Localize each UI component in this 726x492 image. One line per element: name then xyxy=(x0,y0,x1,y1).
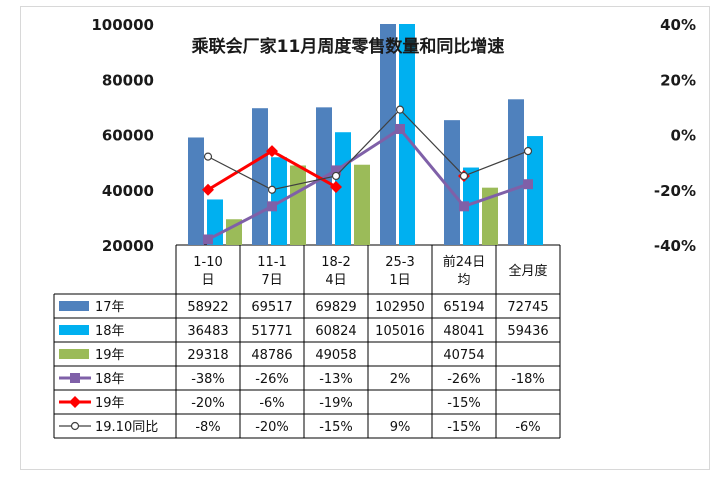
table-cell-value: 69829 xyxy=(315,300,356,315)
point-circle xyxy=(395,105,405,114)
category-label: 前24日均 xyxy=(443,254,486,288)
legend-swatch-bar xyxy=(59,349,89,359)
bar-3 xyxy=(482,187,498,245)
point-diamond xyxy=(330,180,342,193)
data-table-grid xyxy=(53,244,561,439)
point-square xyxy=(459,201,469,212)
legend-label: 19年 xyxy=(95,348,125,363)
legend-label: 18年 xyxy=(95,324,125,339)
table-cell-value: 9% xyxy=(390,420,411,435)
bar-3 xyxy=(290,165,306,245)
bar-1 xyxy=(444,120,460,245)
axis-labels-group: 100000 80000 60000 40000 20000 40% 20% 0% -20% -4… xyxy=(91,16,696,255)
point-square xyxy=(203,234,213,245)
chart-title: 乘联会厂家11月周度零售数量和同比增速 xyxy=(191,36,505,57)
legend-label: 17年 xyxy=(95,300,125,315)
y-left-tick-label: 20000 xyxy=(102,237,154,255)
category-label: 25-3 1日 xyxy=(385,255,415,288)
bar-2 xyxy=(335,132,351,245)
y-right-tick-label: 0% xyxy=(671,127,696,145)
bar-1 xyxy=(380,24,396,245)
bar-1 xyxy=(188,137,204,245)
table-cell-value: -15% xyxy=(447,396,481,411)
point-square xyxy=(523,179,533,190)
table-cell-value: 36483 xyxy=(187,324,228,339)
table-cell-value: 69517 xyxy=(251,300,292,315)
table-cell-value: 105016 xyxy=(375,324,425,339)
point-diamond xyxy=(202,183,214,196)
bar-1 xyxy=(508,99,524,246)
table-cell-value: 48041 xyxy=(443,324,484,339)
point-square xyxy=(331,165,341,176)
table-cell-value: -18% xyxy=(511,372,545,387)
bar-3 xyxy=(226,219,242,245)
legend-swatch-bar xyxy=(59,325,89,335)
point-circle xyxy=(331,171,341,181)
table-cell-value: 72745 xyxy=(507,300,548,315)
table-cell-value: 49058 xyxy=(315,348,356,363)
chart-frame: 100000 80000 60000 40000 20000 40% 20% 0% -20% -4… xyxy=(20,6,710,470)
table-cell-value: -6% xyxy=(515,420,540,435)
point-circle xyxy=(203,152,213,161)
legend-label: 19.10同比 xyxy=(95,420,158,435)
line-series-group xyxy=(202,105,533,245)
point-circle xyxy=(267,185,277,194)
legend-marker-circle xyxy=(70,421,80,431)
table-cell-value: -8% xyxy=(195,420,220,435)
y-left-tick-label: 80000 xyxy=(102,71,154,89)
y-right-tick-label: -20% xyxy=(654,182,696,200)
table-cell-value: -38% xyxy=(191,372,225,387)
bar-2 xyxy=(463,167,479,245)
y-right-tick-label: -40% xyxy=(654,237,696,255)
series-line-1 xyxy=(207,126,529,241)
table-cell-value: 58922 xyxy=(187,300,228,315)
bar-3 xyxy=(354,164,370,245)
bar-1 xyxy=(252,108,268,245)
table-cell-value: -26% xyxy=(255,372,289,387)
table-cell-value: -19% xyxy=(319,396,353,411)
legend-label: 19年 xyxy=(95,396,125,411)
y-right-tick-label: 40% xyxy=(660,16,696,34)
table-cell-value: -20% xyxy=(191,396,225,411)
bar-series-group xyxy=(188,24,543,246)
y-left-tick-label: 40000 xyxy=(102,182,154,200)
point-square xyxy=(395,123,405,134)
table-cell-value: 40754 xyxy=(443,348,484,363)
table-cell-value: -15% xyxy=(319,420,353,435)
category-label: 1-10 日 xyxy=(193,255,223,288)
table-cell-value: 59436 xyxy=(507,324,548,339)
series-line-3 xyxy=(207,108,529,191)
table-cell-value: 2% xyxy=(390,372,411,387)
table-cell-value: -15% xyxy=(447,420,481,435)
point-square xyxy=(267,201,277,212)
y-right-tick-label: 20% xyxy=(660,71,696,89)
category-label: 全月度 xyxy=(508,263,547,279)
point-diamond xyxy=(266,145,278,158)
chart-svg: 100000 80000 60000 40000 20000 40% 20% 0% -20% -4… xyxy=(53,16,696,439)
y-left-tick-label: 60000 xyxy=(102,127,154,145)
table-cell-value: -20% xyxy=(255,420,289,435)
table-cell-value: -13% xyxy=(319,372,353,387)
category-label: 18-2 4日 xyxy=(321,255,351,288)
bar-2 xyxy=(527,136,543,245)
table-cell-value: -6% xyxy=(259,396,284,411)
bar-2 xyxy=(399,24,415,245)
table-cell-value: 51771 xyxy=(251,324,292,339)
legend-label: 18年 xyxy=(95,372,125,387)
table-cell-value: -26% xyxy=(447,372,481,387)
point-circle xyxy=(523,146,533,156)
table-cell-value: 48786 xyxy=(251,348,292,363)
legend-marker-diamond xyxy=(69,396,81,408)
y-left-tick-label: 100000 xyxy=(91,16,154,34)
table-cell-value: 60824 xyxy=(315,324,356,339)
category-label: 11-1 7日 xyxy=(257,255,287,288)
legend-marker-square xyxy=(70,373,80,383)
legend-swatch-bar xyxy=(59,301,89,311)
table-cell-value: 29318 xyxy=(187,348,228,363)
table-cell-value: 65194 xyxy=(443,300,484,315)
table-cell-value: 102950 xyxy=(375,300,425,315)
point-circle xyxy=(459,171,469,181)
